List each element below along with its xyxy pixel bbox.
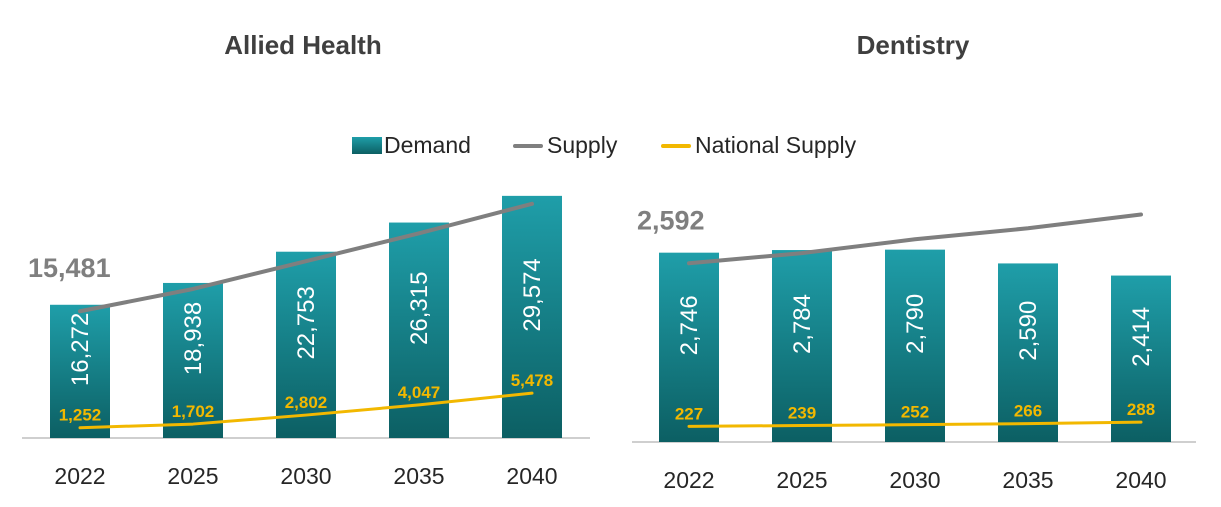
bar-demand	[659, 252, 719, 442]
bar-data-label: 2,414	[1128, 307, 1155, 367]
bar-data-label: 29,574	[519, 258, 546, 331]
line-supply	[78, 201, 534, 314]
chart-allied-health: 2022 2025 2030 2035 2040 16,272 18,938 22,753 26…	[22, 195, 590, 489]
x-tick-label: 2022	[54, 463, 105, 489]
chart-title-dentistry: Dentistry	[856, 30, 970, 60]
x-tick-label: 2022	[663, 467, 714, 493]
bar-data-label: 16,272	[67, 313, 94, 386]
x-tick-label: 2030	[889, 467, 940, 493]
bar-data-label: 2,746	[676, 295, 703, 355]
chart-dentistry: 2022 2025 2030 2035 2040 2,746 2,784 2,790 2,590…	[632, 205, 1196, 493]
legend-label-supply: Supply	[547, 132, 618, 158]
national-supply-data-label: 239	[788, 404, 816, 423]
bar-demand	[502, 195, 562, 438]
bar-demand	[998, 263, 1058, 442]
bar-data-label: 18,938	[180, 302, 207, 375]
x-tick-label: 2025	[776, 467, 827, 493]
national-supply-data-label: 288	[1127, 400, 1155, 419]
x-tick-label: 2035	[1002, 467, 1053, 493]
supply-data-label: 2,592	[637, 205, 705, 235]
legend-swatch-national-supply	[661, 143, 691, 148]
national-supply-data-label: 5,478	[511, 371, 554, 390]
x-tick-label: 2040	[506, 463, 557, 489]
legend-swatch-demand	[352, 137, 382, 154]
bar-data-label: 2,790	[902, 294, 929, 354]
national-supply-data-label: 4,047	[398, 383, 441, 402]
bar-data-label: 26,315	[406, 272, 433, 345]
line-national-supply	[687, 420, 1143, 428]
bar-demand	[772, 250, 832, 442]
legend-item-supply: Supply	[513, 132, 617, 159]
x-tick-label: 2035	[393, 463, 444, 489]
legend-swatch-supply	[513, 143, 543, 148]
supply-data-label: 15,481	[28, 253, 111, 283]
x-tick-label: 2025	[167, 463, 218, 489]
national-supply-data-label: 252	[901, 403, 929, 422]
chart-title-allied-health: Allied Health	[224, 30, 382, 60]
bar-data-label: 22,753	[293, 286, 320, 359]
national-supply-data-label: 266	[1014, 402, 1042, 421]
national-supply-data-label: 1,252	[59, 406, 102, 425]
legend: Demand Supply National Supply	[0, 132, 1221, 162]
legend-item-national-supply: National Supply	[661, 132, 856, 159]
legend-label-demand: Demand	[384, 132, 471, 158]
bar-demand	[163, 282, 223, 438]
legend-label-national-supply: National Supply	[695, 132, 857, 158]
x-tick-label: 2030	[280, 463, 331, 489]
line-supply	[687, 212, 1143, 266]
bar-data-label: 2,590	[1015, 301, 1042, 361]
x-tick-label: 2040	[1115, 467, 1166, 493]
bar-demand	[276, 251, 336, 438]
national-supply-data-label: 227	[675, 404, 703, 423]
bar-demand	[1111, 275, 1171, 442]
national-supply-data-label: 1,702	[172, 402, 215, 421]
bar-demand	[50, 304, 110, 438]
legend-item-demand: Demand	[352, 132, 471, 159]
line-national-supply	[78, 391, 534, 430]
bar-demand	[885, 249, 945, 442]
national-supply-data-label: 2,802	[285, 393, 328, 412]
bar-data-label: 2,784	[789, 294, 816, 354]
